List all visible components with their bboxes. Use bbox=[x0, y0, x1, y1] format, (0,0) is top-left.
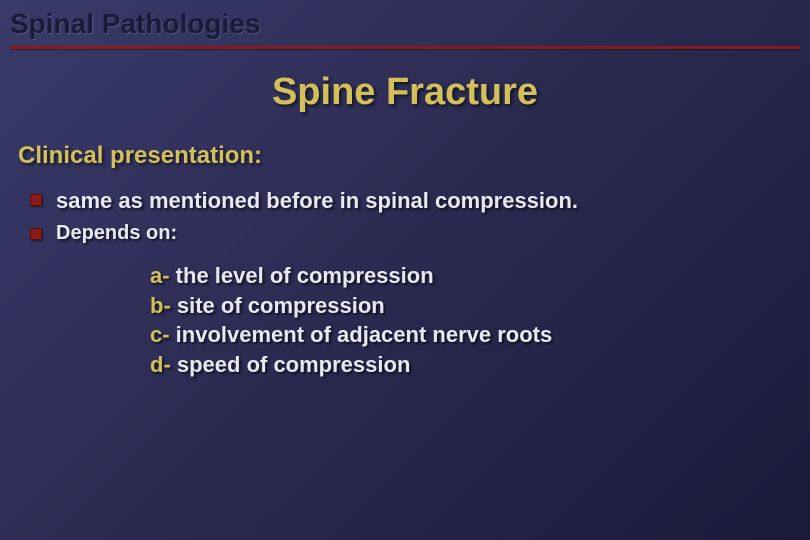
header-title: Spinal Pathologies bbox=[10, 8, 800, 40]
sub-item: b- site of compression bbox=[150, 291, 810, 321]
sub-prefix: d- bbox=[150, 352, 171, 377]
bullet-list: same as mentioned before in spinal compr… bbox=[30, 188, 810, 245]
sub-prefix: a- bbox=[150, 263, 170, 288]
bullet-text: Depends on: bbox=[56, 222, 177, 245]
bullet-text: same as mentioned before in spinal compr… bbox=[56, 188, 578, 214]
bullet-item: Depends on: bbox=[30, 222, 810, 245]
sub-text: speed of compression bbox=[171, 352, 411, 377]
sub-text: involvement of adjacent nerve roots bbox=[170, 322, 553, 347]
sub-item: a- the level of compression bbox=[150, 261, 810, 291]
header-divider bbox=[10, 46, 800, 49]
section-label: Clinical presentation: bbox=[18, 142, 810, 170]
sub-prefix: b- bbox=[150, 293, 171, 318]
sub-text: the level of compression bbox=[170, 263, 434, 288]
sub-item: d- speed of compression bbox=[150, 350, 810, 380]
main-title: Spine Fracture bbox=[0, 71, 810, 114]
bullet-item: same as mentioned before in spinal compr… bbox=[30, 188, 810, 214]
sub-list: a- the level of compression b- site of c… bbox=[150, 261, 810, 380]
square-bullet-icon bbox=[30, 228, 42, 240]
slide-header: Spinal Pathologies bbox=[0, 0, 810, 44]
sub-item: c- involvement of adjacent nerve roots bbox=[150, 320, 810, 350]
square-bullet-icon bbox=[30, 194, 42, 206]
sub-prefix: c- bbox=[150, 322, 170, 347]
sub-text: site of compression bbox=[171, 293, 385, 318]
